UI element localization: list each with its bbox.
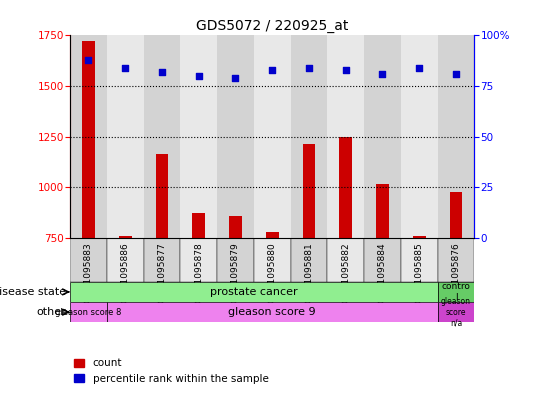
Bar — [254, 35, 291, 238]
Text: contro
l: contro l — [441, 282, 471, 301]
Point — [415, 64, 424, 71]
Text: GSM1095885: GSM1095885 — [414, 242, 424, 303]
Text: GSM1095880: GSM1095880 — [268, 242, 277, 303]
Bar — [70, 238, 107, 282]
Text: prostate cancer: prostate cancer — [210, 287, 298, 297]
Bar — [327, 238, 364, 282]
Bar — [339, 136, 352, 389]
Bar — [438, 282, 474, 302]
Text: disease state: disease state — [0, 287, 66, 297]
Point — [305, 64, 313, 71]
Bar — [438, 35, 474, 238]
Text: GSM1095878: GSM1095878 — [194, 242, 203, 303]
Text: GSM1095879: GSM1095879 — [231, 242, 240, 303]
Text: gleason
score
n/a: gleason score n/a — [441, 297, 471, 327]
Point — [452, 71, 460, 77]
Bar — [376, 184, 389, 389]
Bar — [107, 35, 143, 238]
Legend: count, percentile rank within the sample: count, percentile rank within the sample — [70, 354, 273, 388]
Bar — [143, 35, 181, 238]
Bar — [438, 238, 474, 282]
Bar — [119, 236, 132, 389]
Text: other: other — [37, 307, 66, 317]
Point — [268, 67, 277, 73]
Text: GSM1095886: GSM1095886 — [121, 242, 130, 303]
Bar — [291, 35, 327, 238]
Bar — [254, 238, 291, 282]
Bar — [70, 302, 107, 322]
Bar — [107, 302, 438, 322]
Bar — [450, 192, 462, 389]
Bar — [291, 238, 327, 282]
Bar — [364, 35, 401, 238]
Bar — [217, 238, 254, 282]
Bar — [266, 231, 279, 389]
Bar — [143, 238, 181, 282]
Bar — [70, 35, 107, 238]
Bar — [401, 35, 438, 238]
Text: GSM1095882: GSM1095882 — [341, 242, 350, 303]
Point — [231, 75, 240, 81]
Bar — [327, 35, 364, 238]
Point — [195, 73, 203, 79]
Point — [121, 64, 129, 71]
Point — [84, 57, 93, 63]
Bar — [181, 35, 217, 238]
Point — [378, 71, 387, 77]
Bar — [181, 238, 217, 282]
Bar — [107, 238, 143, 282]
Bar — [217, 35, 254, 238]
Title: GDS5072 / 220925_at: GDS5072 / 220925_at — [196, 19, 348, 33]
Text: gleason score 9: gleason score 9 — [229, 307, 316, 317]
Point — [341, 67, 350, 73]
Text: GSM1095883: GSM1095883 — [84, 242, 93, 303]
Point — [157, 69, 166, 75]
Bar — [302, 143, 315, 389]
Text: GSM1095877: GSM1095877 — [157, 242, 167, 303]
Bar — [156, 154, 168, 389]
Text: gleason score 8: gleason score 8 — [56, 308, 122, 317]
Bar — [229, 217, 242, 389]
Bar — [438, 302, 474, 322]
Text: GSM1095881: GSM1095881 — [305, 242, 314, 303]
Bar — [364, 238, 401, 282]
Bar — [82, 41, 95, 389]
Bar — [192, 213, 205, 389]
Bar — [413, 236, 426, 389]
Text: GSM1095884: GSM1095884 — [378, 242, 387, 303]
Text: GSM1095876: GSM1095876 — [452, 242, 460, 303]
Bar — [401, 238, 438, 282]
